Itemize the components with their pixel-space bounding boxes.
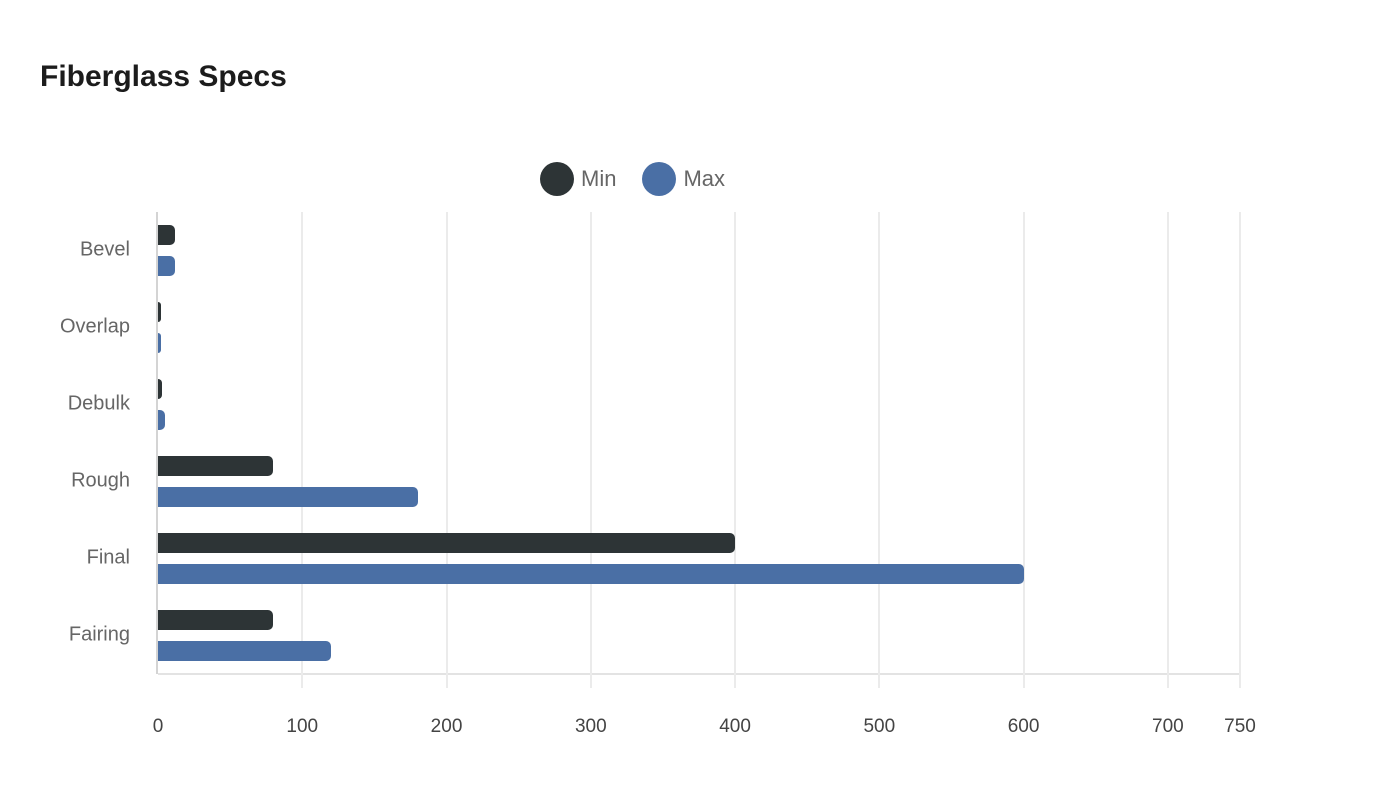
gridline	[589, 212, 592, 688]
legend-swatch-max	[642, 162, 677, 196]
x-tick-label: 100	[286, 716, 319, 737]
legend: Min Max	[540, 162, 751, 196]
bar-max-fairing[interactable]	[158, 640, 332, 661]
bar-max-bevel[interactable]	[158, 255, 176, 276]
category-label: Debulk	[67, 392, 130, 414]
chart-title: Fiberglass Specs	[40, 60, 287, 93]
legend-swatch-min	[540, 162, 574, 196]
legend-label-max: Max	[683, 166, 726, 191]
gridline	[445, 212, 448, 688]
bar-min-fairing[interactable]	[158, 609, 274, 630]
bar-min-rough[interactable]	[158, 455, 274, 476]
legend-item-min[interactable]: Min	[540, 162, 616, 196]
x-axis-line	[158, 673, 1240, 675]
plot-area: 0 100 200 300 400 500 600 700 750 Bevel Overlap Deb…	[60, 212, 1256, 737]
category-label: Fairing	[68, 623, 130, 645]
bar-max-debulk[interactable]	[158, 409, 166, 430]
x-tick-label: 0	[152, 716, 164, 737]
y-axis-line	[156, 212, 158, 674]
x-tick-label: 600	[1007, 716, 1040, 737]
bar-max-rough[interactable]	[158, 486, 418, 507]
category-label: Rough	[71, 469, 130, 491]
gridline	[878, 212, 881, 688]
bar-min-final[interactable]	[158, 532, 736, 553]
gridline	[301, 212, 304, 688]
legend-item-max[interactable]: Max	[642, 162, 725, 196]
x-tick-label: 200	[430, 716, 463, 737]
legend-label-min: Min	[581, 166, 617, 191]
category-label: Bevel	[79, 238, 130, 260]
gridline	[1022, 212, 1025, 688]
x-tick-label: 300	[574, 716, 607, 737]
x-tick-label: 500	[863, 716, 896, 737]
x-tick-label: 700	[1152, 716, 1184, 737]
bar-max-overlap[interactable]	[158, 332, 161, 353]
bar-min-overlap[interactable]	[158, 301, 161, 322]
x-tick-label: 400	[719, 716, 751, 737]
gridline	[1239, 212, 1241, 688]
x-tick-label: 750	[1224, 716, 1256, 737]
category-label: Overlap	[59, 315, 130, 337]
bar-min-debulk[interactable]	[158, 378, 163, 399]
gridline	[1166, 212, 1169, 688]
category-label: Final	[86, 546, 130, 568]
bar-max-final[interactable]	[158, 563, 1024, 584]
gridline	[734, 212, 737, 688]
bar-min-bevel[interactable]	[158, 224, 176, 245]
